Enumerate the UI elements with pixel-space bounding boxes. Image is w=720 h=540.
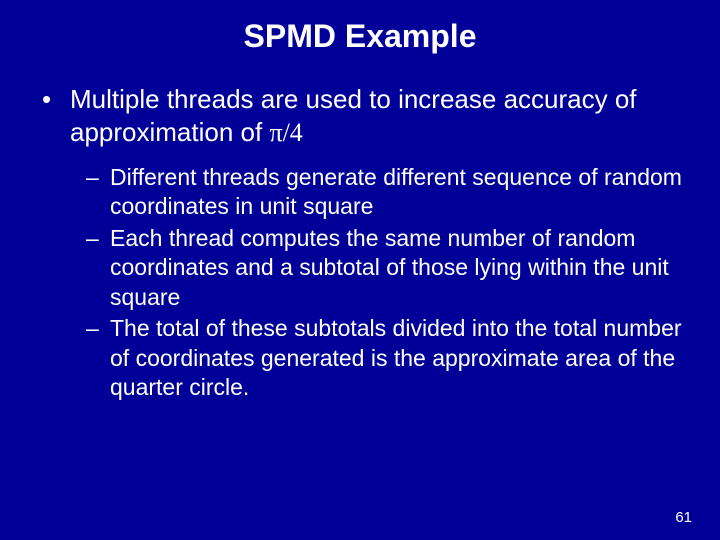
bullet-level2: The total of these subtotals divided int… bbox=[36, 314, 684, 402]
bullet-level2: Different threads generate different seq… bbox=[36, 163, 684, 222]
slide-title: SPMD Example bbox=[36, 18, 684, 55]
bullet-l1-text: Multiple threads are used to increase ac… bbox=[70, 84, 637, 147]
bullet-level1: Multiple threads are used to increase ac… bbox=[36, 83, 684, 149]
page-number: 61 bbox=[675, 509, 692, 526]
pi-over-4: π/4 bbox=[269, 118, 302, 147]
bullet-level2: Each thread computes the same number of … bbox=[36, 224, 684, 312]
slide: SPMD Example Multiple threads are used t… bbox=[0, 0, 720, 540]
